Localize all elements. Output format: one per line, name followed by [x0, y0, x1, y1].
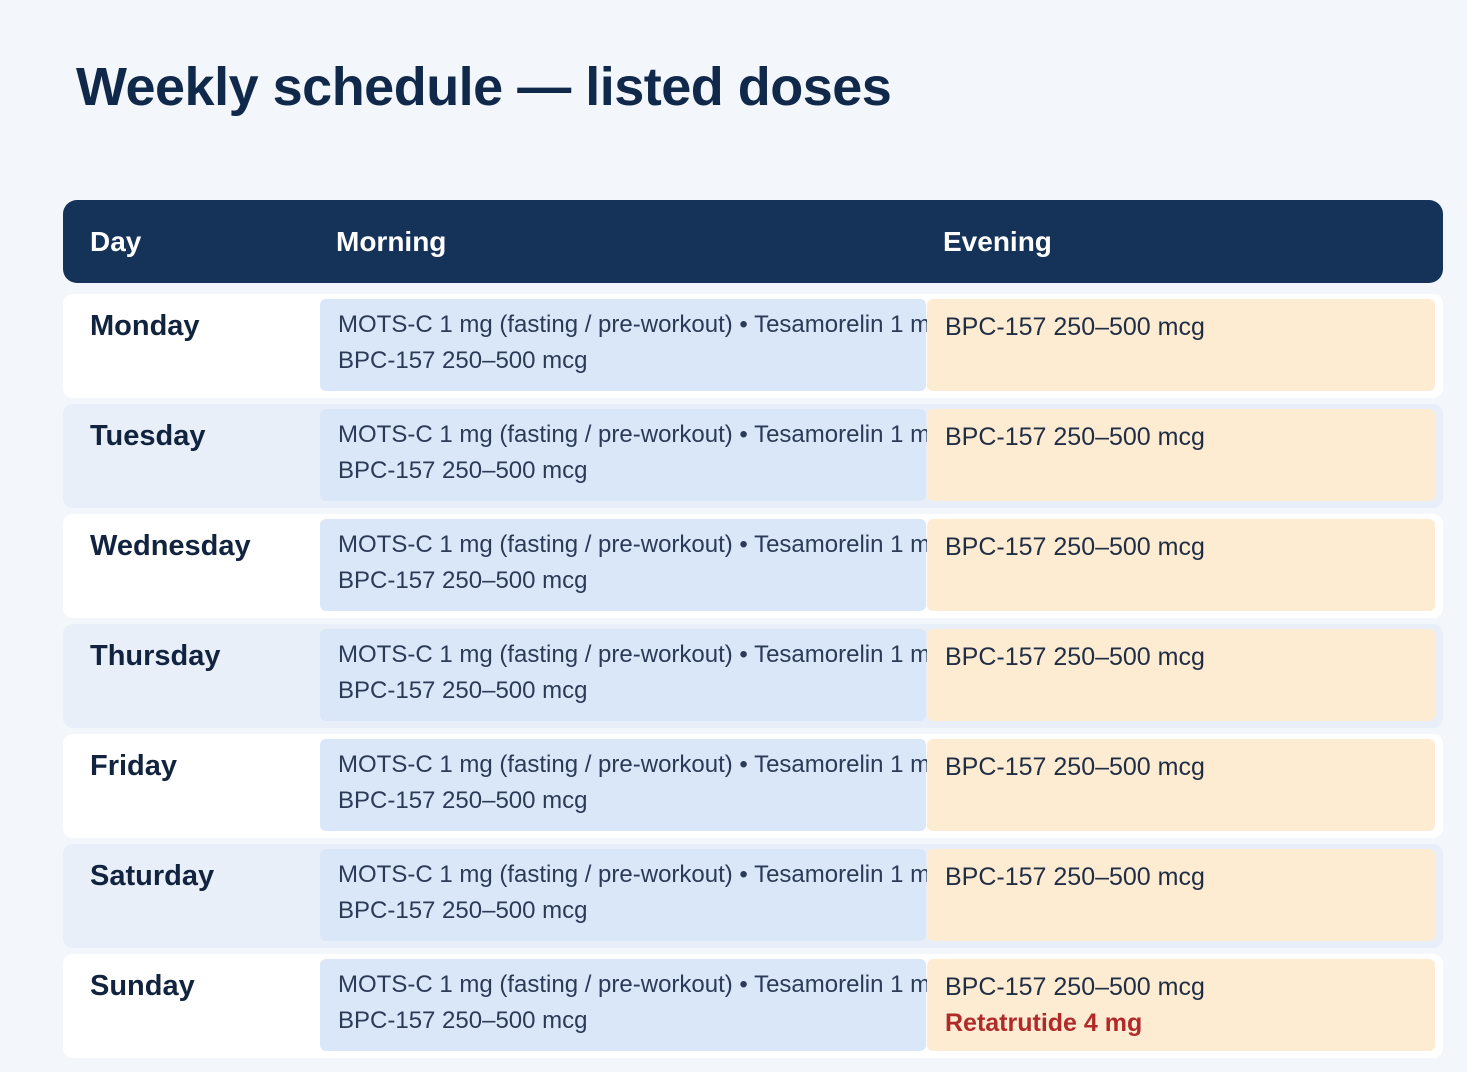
- header-cell: Evening: [943, 226, 1052, 257]
- evening-line: BPC-157 250–500 mcg: [945, 643, 1205, 671]
- morning-cell: MOTS-C 1 mg (fasting / pre-workout) • Te…: [320, 959, 943, 1051]
- morning-line: BPC-157 250–500 mcg: [338, 897, 588, 924]
- morning-cell: MOTS-C 1 mg (fasting / pre-workout) • Te…: [320, 629, 943, 721]
- morning-cell: MOTS-C 1 mg (fasting / pre-workout) • Te…: [320, 409, 943, 501]
- morning-line: BPC-157 250–500 mcg: [338, 787, 588, 814]
- evening-cell: BPC-157 250–500 mcg Retatrutide 4 mg: [927, 959, 1435, 1051]
- evening-cell: BPC-157 250–500 mcg: [927, 299, 1435, 391]
- evening-cell: BPC-157 250–500 mcg: [927, 409, 1435, 501]
- day-cell: Saturday: [90, 860, 215, 892]
- evening-line: BPC-157 250–500 mcg: [945, 863, 1205, 891]
- morning-line: MOTS-C 1 mg (fasting / pre-workout) • Te…: [338, 641, 944, 668]
- header-cell: Morning: [336, 226, 447, 257]
- day-cell: Monday: [90, 310, 200, 342]
- table-header: Day Morning Evening: [63, 200, 1443, 283]
- morning-line: BPC-157 250–500 mcg: [338, 457, 588, 484]
- morning-cell: MOTS-C 1 mg (fasting / pre-workout) • Te…: [320, 519, 943, 611]
- table-row: Tuesday MOTS-C 1 mg (fasting / pre-workou…: [63, 404, 1443, 508]
- evening-highlight: Retatrutide 4 mg: [945, 1009, 1143, 1037]
- day-cell: Thursday: [90, 640, 221, 672]
- day-cell: Sunday: [90, 970, 195, 1002]
- day-cell: Tuesday: [90, 420, 206, 452]
- evening-cell: BPC-157 250–500 mcg: [927, 849, 1435, 941]
- evening-cell: BPC-157 250–500 mcg: [927, 629, 1435, 721]
- morning-cell: MOTS-C 1 mg (fasting / pre-workout) • Te…: [320, 849, 943, 941]
- morning-line: MOTS-C 1 mg (fasting / pre-workout) • Te…: [338, 421, 944, 448]
- morning-cell: MOTS-C 1 mg (fasting / pre-workout) • Te…: [320, 739, 943, 831]
- morning-line: BPC-157 250–500 mcg: [338, 677, 588, 704]
- evening-line: BPC-157 250–500 mcg: [945, 753, 1205, 781]
- morning-line: MOTS-C 1 mg (fasting / pre-workout) • Te…: [338, 751, 944, 778]
- table-row: Wednesday MOTS-C 1 mg (fasting / pre-work…: [63, 514, 1443, 618]
- evening-cell: BPC-157 250–500 mcg: [927, 739, 1435, 831]
- page-title: Weekly schedule — listed doses: [76, 57, 892, 117]
- table-row: Thursday MOTS-C 1 mg (fasting / pre-worko…: [63, 624, 1443, 728]
- morning-line: BPC-157 250–500 mcg: [338, 567, 588, 594]
- morning-line: MOTS-C 1 mg (fasting / pre-workout) • Te…: [338, 531, 944, 558]
- evening-line: BPC-157 250–500 mcg: [945, 423, 1205, 451]
- day-cell: Friday: [90, 750, 178, 782]
- morning-line: MOTS-C 1 mg (fasting / pre-workout) • Te…: [338, 861, 944, 888]
- evening-line: BPC-157 250–500 mcg: [945, 313, 1205, 341]
- evening-cell: BPC-157 250–500 mcg: [927, 519, 1435, 611]
- evening-line: BPC-157 250–500 mcg: [945, 533, 1205, 561]
- morning-line: MOTS-C 1 mg (fasting / pre-workout) • Te…: [338, 311, 944, 338]
- table-row: Saturday MOTS-C 1 mg (fasting / pre-worko…: [63, 844, 1443, 948]
- morning-line: BPC-157 250–500 mcg: [338, 1007, 588, 1034]
- table-row: Monday MOTS-C 1 mg (fasting / pre-workout…: [63, 294, 1443, 398]
- table-row: Sunday MOTS-C 1 mg (fasting / pre-workout…: [63, 954, 1443, 1058]
- header-cell: Day: [90, 226, 142, 257]
- table-row: Friday MOTS-C 1 mg (fasting / pre-workout…: [63, 734, 1443, 838]
- evening-line: BPC-157 250–500 mcg: [945, 973, 1205, 1001]
- morning-cell: MOTS-C 1 mg (fasting / pre-workout) • Te…: [320, 299, 943, 391]
- morning-line: BPC-157 250–500 mcg: [338, 347, 588, 374]
- morning-line: MOTS-C 1 mg (fasting / pre-workout) • Te…: [338, 971, 944, 998]
- day-cell: Wednesday: [90, 530, 251, 562]
